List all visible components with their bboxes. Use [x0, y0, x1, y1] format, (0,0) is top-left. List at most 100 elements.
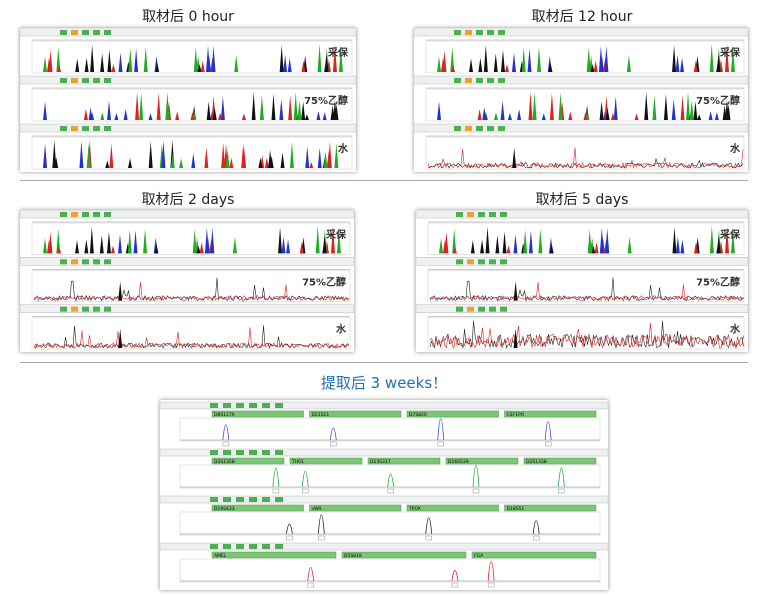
marker-bar — [341, 551, 467, 559]
peak — [689, 100, 694, 120]
allele-box — [558, 488, 565, 494]
peak — [288, 95, 293, 120]
panel-svg: 采保 75%乙醇水 — [413, 27, 749, 170]
peak — [680, 239, 685, 254]
allele-box — [544, 441, 552, 447]
peak — [451, 65, 456, 72]
peak — [680, 57, 685, 72]
noise-trace — [429, 322, 744, 350]
peak — [278, 227, 283, 254]
peak — [107, 100, 112, 120]
peak — [293, 92, 298, 120]
tool-button — [71, 78, 78, 83]
panel-svg: 采保 75%乙醇水 — [19, 209, 355, 350]
tool-button — [465, 126, 472, 131]
noise-trace — [33, 282, 350, 302]
peak — [730, 230, 735, 254]
peak — [118, 281, 123, 301]
peak — [590, 64, 595, 72]
peak — [43, 101, 48, 120]
tool-button — [498, 78, 505, 83]
peak — [586, 47, 591, 72]
tool-button — [71, 306, 78, 312]
peak — [242, 147, 247, 168]
peak — [229, 157, 234, 168]
panel: 采保 75%乙醇水 — [415, 209, 749, 352]
tool-button — [249, 544, 257, 549]
tool-button — [93, 126, 100, 131]
toolbar — [415, 209, 749, 219]
peak — [83, 108, 88, 120]
peak — [196, 245, 201, 254]
tool-button — [104, 212, 111, 217]
allele-box — [387, 488, 394, 494]
tool-button — [456, 306, 463, 312]
peak — [634, 113, 639, 120]
tool-button — [71, 30, 78, 35]
peak — [118, 328, 123, 348]
bottom-panel: D8S1179 D21S11 D7S820 CSF1PO D3S1358 TH01 D13S… — [159, 400, 609, 590]
peak — [332, 99, 337, 120]
panel: 采保 75%乙醇水 — [19, 27, 357, 172]
tool-button — [456, 259, 463, 265]
peak — [425, 517, 433, 535]
peak — [332, 44, 337, 72]
peak — [154, 244, 159, 254]
marker-bar — [289, 457, 363, 465]
marker-bar — [211, 457, 285, 465]
peak — [568, 111, 573, 120]
marker-name: TH01 — [291, 459, 304, 465]
peak — [493, 53, 498, 72]
peak — [708, 111, 713, 120]
tool-button — [104, 126, 111, 131]
peak — [521, 47, 526, 72]
tool-button — [236, 544, 244, 549]
peak — [452, 246, 457, 254]
peak — [437, 56, 442, 72]
marker-bar — [445, 457, 519, 465]
peak — [610, 112, 615, 120]
tool-button — [489, 212, 496, 217]
peak — [57, 246, 62, 254]
peak — [557, 467, 565, 488]
noise-trace — [33, 325, 350, 349]
peak — [604, 46, 609, 72]
peak — [450, 47, 455, 72]
tool-button — [262, 497, 270, 502]
marker-bar — [367, 457, 441, 465]
peak — [281, 236, 286, 254]
peak — [170, 152, 175, 168]
toolbar — [19, 27, 357, 37]
peak — [452, 229, 457, 254]
peak — [541, 113, 546, 120]
peak — [307, 567, 315, 582]
toolbar — [413, 123, 749, 133]
peak — [326, 150, 331, 168]
trace-frame — [31, 317, 351, 350]
tool-button — [93, 212, 100, 217]
peak — [502, 231, 507, 254]
tool-button — [476, 78, 483, 83]
tool-button — [236, 497, 244, 502]
panel: 采保 75%乙醇水 — [413, 27, 749, 172]
peak — [716, 235, 721, 254]
peak — [232, 236, 237, 254]
peak — [114, 112, 119, 120]
peak — [299, 242, 304, 254]
peak — [43, 56, 48, 72]
marker-bar — [406, 410, 499, 418]
tool-button — [236, 403, 244, 408]
peak — [517, 109, 522, 120]
peak — [725, 226, 730, 254]
trace-frame — [179, 511, 601, 536]
peak — [627, 236, 632, 254]
peak — [442, 50, 447, 72]
allele-box — [532, 535, 540, 541]
trace-frame — [427, 270, 745, 302]
peak — [322, 235, 327, 254]
peak — [301, 60, 306, 72]
peak — [444, 232, 449, 254]
marker-name: CSF1PO — [507, 412, 525, 418]
toolbar — [413, 75, 749, 85]
peak — [110, 245, 115, 254]
